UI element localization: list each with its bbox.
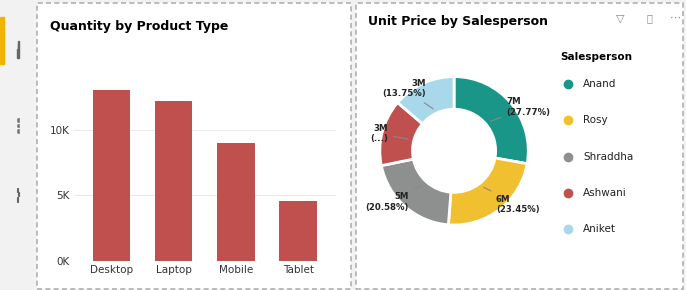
FancyBboxPatch shape: [37, 3, 351, 289]
Bar: [93, 90, 130, 261]
Bar: [17, 197, 18, 202]
Text: Anand: Anand: [583, 79, 617, 89]
Text: Rosy: Rosy: [583, 115, 608, 125]
Wedge shape: [380, 103, 423, 166]
Text: 7M
(27.77%): 7M (27.77%): [490, 97, 550, 121]
Text: Quantity by Product Type: Quantity by Product Type: [50, 20, 228, 33]
Wedge shape: [449, 158, 527, 225]
Text: 3M
(...): 3M (...): [370, 124, 408, 144]
Bar: [155, 101, 192, 261]
Text: ⧉: ⧉: [646, 13, 652, 23]
Text: Shraddha: Shraddha: [583, 152, 634, 162]
Text: Unit Price by Salesperson: Unit Price by Salesperson: [368, 14, 548, 28]
Wedge shape: [398, 77, 454, 124]
Bar: [279, 200, 317, 261]
Text: 3M
(13.75%): 3M (13.75%): [382, 79, 433, 109]
Text: ▽: ▽: [617, 13, 625, 23]
Text: Ashwani: Ashwani: [583, 188, 627, 198]
Text: 5M
(20.58%): 5M (20.58%): [366, 185, 422, 212]
Bar: [217, 143, 255, 261]
Text: Salesperson: Salesperson: [560, 52, 632, 62]
Bar: [0, 17, 3, 64]
Text: 6M
(23.45%): 6M (23.45%): [484, 187, 540, 214]
Text: ⋯: ⋯: [670, 13, 681, 23]
FancyBboxPatch shape: [356, 3, 683, 289]
Wedge shape: [381, 159, 451, 225]
Wedge shape: [454, 77, 528, 164]
Text: Aniket: Aniket: [583, 224, 616, 234]
